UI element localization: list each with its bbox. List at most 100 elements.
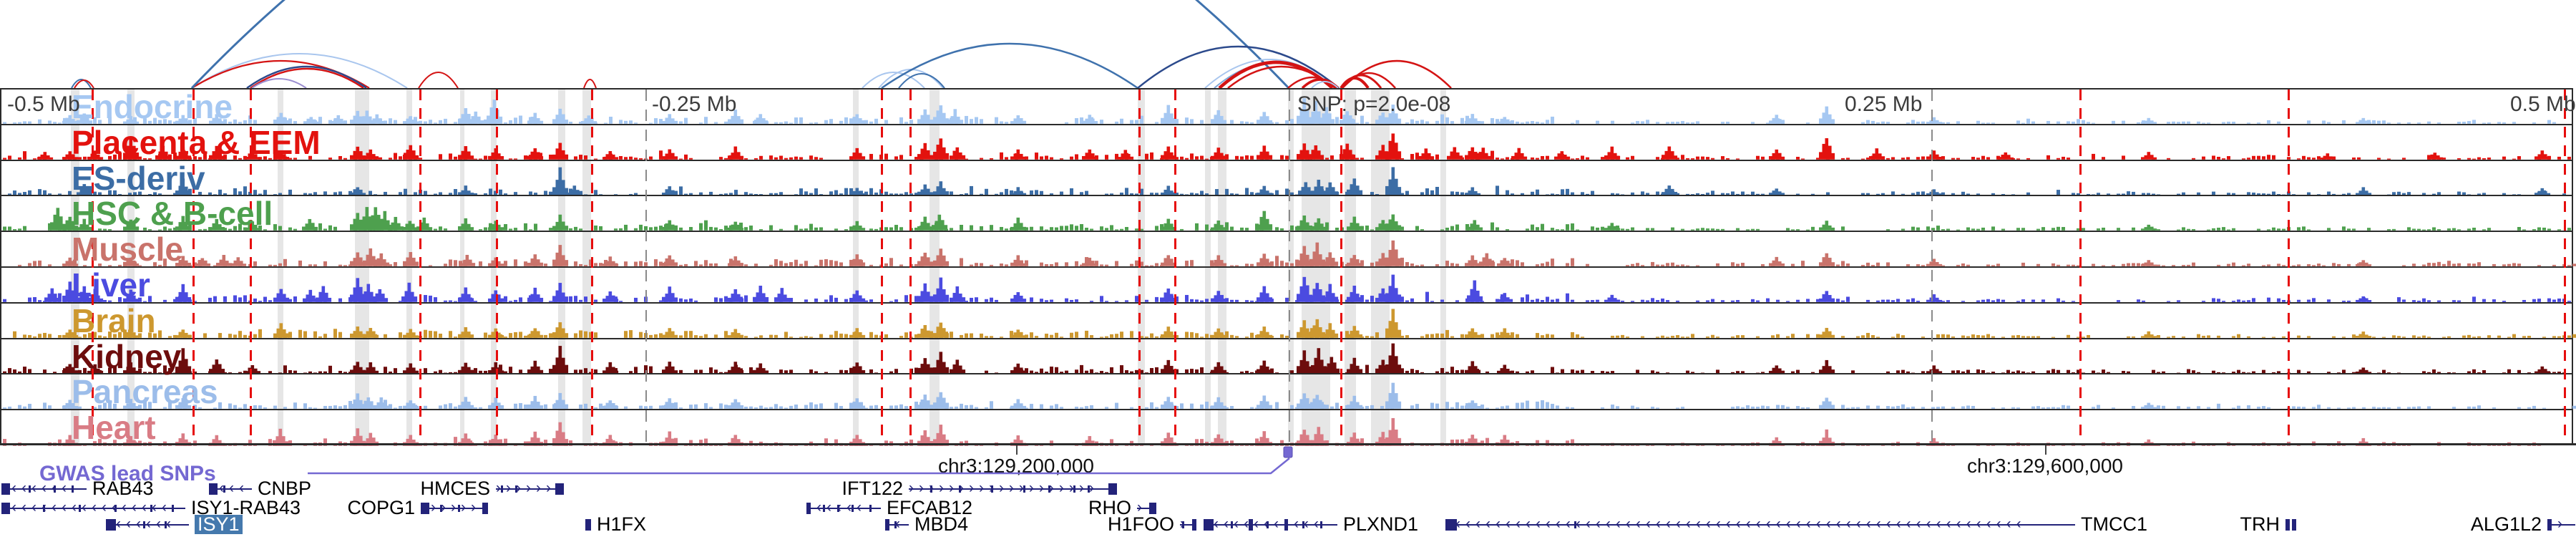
interaction-arc: [862, 72, 925, 88]
gene-exon-tick: [165, 521, 167, 528]
gene-h1foo[interactable]: › H1FOO: [0, 513, 2576, 535]
interaction-arc: [1137, 45, 1340, 88]
gene-exon-tick: [930, 485, 932, 493]
gene-body-line: [209, 488, 252, 490]
track-row-endocrine[interactable]: Endocrine: [1, 88, 2572, 125]
gwas-snp-guide-line: [2563, 90, 2566, 443]
gene-name-label: COPG1: [347, 497, 415, 518]
interaction-arc: [71, 79, 92, 88]
gene-body-line: [496, 488, 563, 490]
gene-name-label: MBD4: [914, 513, 969, 535]
gene-exon-tick: [54, 485, 56, 493]
gwas-snp-guide-line: [91, 90, 94, 443]
axis-tick: [2045, 445, 2046, 455]
gene-tmcc1[interactable]: ‹‹‹‹‹‹‹‹‹‹‹‹‹‹‹‹‹‹‹‹‹‹‹‹‹‹‹‹‹‹‹‹‹‹‹‹‹‹‹‹…: [0, 513, 2576, 535]
gwas-snp-guide-line: [1340, 90, 1342, 443]
position-gridline: [1289, 90, 1290, 443]
gene-exon-tick: [837, 505, 839, 512]
interaction-arc: [583, 79, 597, 88]
interaction-arc: [191, 53, 408, 88]
gene-strand-arrows: ‹‹‹‹‹‹: [806, 499, 867, 516]
gwas-connector-layer: [308, 446, 1293, 475]
scale-label: 0.5 Mb: [2510, 92, 2576, 116]
gene-exon-tick: [1302, 521, 1304, 528]
track-row-muscle[interactable]: Muscle: [1, 231, 2576, 268]
gwas-snp-guide-line: [1138, 90, 1141, 443]
gene-hmces[interactable]: ›››››› HMCES: [0, 479, 2576, 498]
gene-name-label: H1FOO: [1107, 513, 1174, 535]
gene-cnbp[interactable]: ‹‹‹‹ CNBP: [0, 478, 2576, 499]
scale-label: 0.25 Mb: [1845, 92, 1923, 116]
gene-rab43[interactable]: ‹‹‹‹‹‹‹ RAB43: [0, 479, 2576, 498]
gene-strand-arrows: ›: [1137, 499, 1147, 516]
gene-exon: [421, 503, 429, 514]
gene-body-line: [885, 524, 909, 526]
scale-label: -0.25 Mb: [652, 92, 737, 116]
gene-exon-tick: [1320, 521, 1322, 528]
track-row-pancreas[interactable]: Pancreas: [1, 373, 2576, 411]
gene-exon-tick: [72, 485, 74, 493]
gene-exon: [1, 483, 10, 495]
gene-h1fx[interactable]: H1FX: [0, 513, 2576, 535]
interaction-arc: [74, 79, 94, 88]
gene-trh[interactable]: TRH: [0, 515, 2576, 534]
gene-exon-tick: [1267, 521, 1269, 528]
track-row-hsc-b-cell[interactable]: HSC & B-cell: [1, 195, 2572, 233]
gene-isy1[interactable]: ‹‹‹‹‹‹‹ ISY1: [0, 515, 2576, 534]
track-row-es-deriv[interactable]: ES-deriv: [1, 160, 2572, 197]
gene-exon: [209, 483, 218, 495]
gwas-snp-guide-line: [2287, 90, 2290, 443]
gene-exon-tick: [515, 485, 517, 493]
gene-name-label: PLXND1: [1343, 513, 1419, 535]
track-row-kidney[interactable]: Kidney: [1, 338, 2572, 375]
gwas-snp-guide-line: [192, 90, 195, 443]
gene-name-label: CNBP: [258, 478, 312, 499]
gene-name-label: ISY1-RAB43: [191, 497, 301, 518]
track-row-heart[interactable]: Heart: [1, 409, 2572, 446]
track-row-brain[interactable]: Brain: [1, 301, 2576, 339]
gene-body-line: [1445, 524, 2075, 526]
gene-exon: [1, 503, 10, 514]
gene-name-label: TMCC1: [2081, 513, 2147, 535]
gene-strand-arrows: ‹‹‹‹‹‹‹‹‹‹‹‹‹‹‹‹‹: [1, 499, 172, 516]
gene-body-line: [806, 508, 881, 509]
gwas-snp-guide-line: [2079, 90, 2082, 443]
gene-copg1[interactable]: ›››››› COPG1: [0, 497, 2576, 518]
gene-ift122[interactable]: ››››››››››››››››››› IFT122: [0, 479, 2576, 498]
track-label: HSC & B-cell: [72, 195, 273, 233]
track-row-liver[interactable]: Liver: [1, 266, 2572, 304]
interaction-arc: [246, 65, 367, 88]
gene-plxnd1[interactable]: ‹‹‹‹‹‹‹‹‹‹‹‹ PLXND1: [0, 513, 2576, 535]
track-label: Pancreas: [72, 373, 218, 411]
position-gridline: [1931, 90, 1933, 443]
gene-exon-tick: [1182, 521, 1184, 528]
gene-body-line: [2547, 524, 2575, 526]
track-label: Liver: [72, 266, 150, 304]
gene-exon: [1204, 519, 1214, 531]
gene-exon: [555, 483, 564, 495]
interaction-arc: [251, 78, 307, 88]
genome-axis-line: [0, 443, 2576, 445]
gene-isy1-rab43[interactable]: ‹‹‹‹‹‹‹‹‹‹‹‹‹‹‹‹‹ ISY1-RAB43: [0, 497, 2576, 518]
track-label: Brain: [72, 301, 156, 339]
interaction-arc: [250, 67, 364, 88]
gene-exon-tick: [223, 485, 225, 493]
gene-body-line: [106, 524, 189, 526]
gene-exon-tick: [114, 505, 117, 512]
gene-exon-tick: [959, 485, 961, 493]
gene-strand-arrows: ››››››: [421, 499, 481, 516]
track-row-placenta-eem[interactable]: Placenta & EEM: [1, 123, 2572, 161]
interaction-arc: [190, 0, 1290, 88]
gene-rho[interactable]: › RHO: [0, 498, 2576, 518]
gene-name-label: H1FX: [597, 513, 647, 535]
interaction-arc: [1311, 81, 1339, 88]
lead-snp-marker[interactable]: [1283, 446, 1293, 458]
gwas-snp-guide-line: [909, 90, 912, 443]
gene-efcab12[interactable]: ‹‹‹‹‹‹ EFCAB12: [0, 498, 2576, 518]
track-label: Placenta & EEM: [72, 123, 321, 161]
gene-alg1l2[interactable]: ›› ALG1L2: [0, 515, 2576, 534]
gene-exon: [1249, 519, 1253, 531]
gene-body-line: [909, 488, 1117, 490]
gene-strand-arrows: ‹‹‹‹‹‹‹: [1, 480, 72, 496]
gene-mbd4[interactable]: ‹‹MBD4: [0, 513, 2576, 535]
